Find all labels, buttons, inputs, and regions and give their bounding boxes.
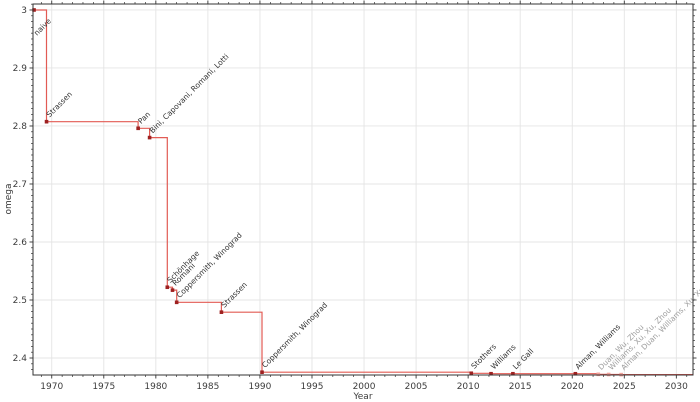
- data-point-marker: [489, 371, 493, 376]
- x-tick-label: 2005: [405, 382, 428, 392]
- x-tick-label: 2015: [509, 382, 532, 392]
- x-tick-label: 2020: [561, 382, 584, 392]
- axes-spines: [32, 3, 694, 376]
- x-axis-label: Year: [352, 392, 372, 402]
- data-point-marker: [469, 371, 474, 376]
- y-tick-label: 2.4: [13, 354, 28, 364]
- x-tick-label: 1995: [301, 382, 324, 392]
- point-annotation-label: Strassen: [45, 90, 75, 120]
- y-tick-label: 2.5: [13, 296, 27, 306]
- data-point-marker: [44, 119, 49, 124]
- omega-step-line: [34, 9, 693, 376]
- data-point-marker: [165, 285, 170, 290]
- y-tick-label: 3: [21, 6, 27, 16]
- spine-layer: [32, 3, 694, 376]
- x-tick-label: 1985: [196, 382, 219, 392]
- grid-layer: [33, 4, 693, 375]
- data-point-marker: [136, 126, 140, 131]
- data-point-marker: [573, 371, 578, 376]
- x-tick-label: 1970: [40, 382, 63, 392]
- data-point-marker: [147, 135, 152, 140]
- x-tick-label: 1990: [248, 382, 271, 392]
- x-tick-label: 1980: [144, 382, 167, 392]
- y-tick-label: 2.8: [13, 122, 28, 132]
- x-tick-label: 2000: [353, 382, 376, 392]
- point-annotation-label: naive: [32, 16, 53, 37]
- data-point-marker: [219, 310, 224, 314]
- point-annotation-label: Coppersmith, Winograd: [260, 300, 329, 369]
- x-tick-label: 2010: [457, 382, 480, 392]
- data-point-marker: [170, 288, 175, 292]
- y-tick-label: 2.7: [13, 180, 27, 190]
- data-point-marker: [174, 300, 179, 305]
- data-point-marker: [596, 372, 601, 377]
- y-tick-label: 2.6: [13, 238, 28, 248]
- point-annotation-label: Strassen: [219, 280, 249, 310]
- tick-label-layer: 1970 1975 1980 1985 1990 1995 2000 2005 2010 2015…: [13, 6, 688, 392]
- x-tick-label: 1975: [92, 382, 115, 392]
- data-point-marker: [260, 370, 264, 375]
- data-point-marker: [511, 371, 515, 376]
- x-tick-label: 2030: [665, 382, 688, 392]
- tick-layer: [29, 0, 697, 379]
- y-axis-label: omega: [4, 183, 14, 214]
- data-point-marker: [32, 8, 36, 12]
- y-tick-label: 2.9: [13, 64, 28, 74]
- point-annotation-label: Bini, Capovani, Romani, Lotti: [148, 52, 231, 135]
- series-layer: [32, 8, 693, 377]
- point-annotation-label: Williams, Xu, Xu, Zhou: [607, 305, 673, 371]
- x-tick-label: 2025: [613, 382, 636, 392]
